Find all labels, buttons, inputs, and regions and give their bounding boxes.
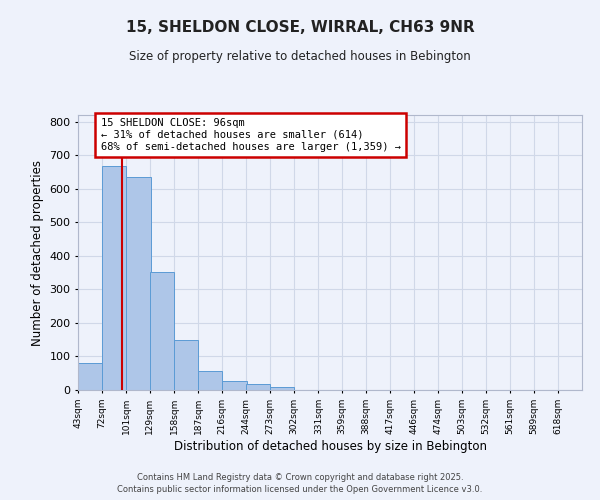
Bar <box>223 381 247 390</box>
X-axis label: Distribution of detached houses by size in Bebington: Distribution of detached houses by size … <box>173 440 487 452</box>
Text: Contains HM Land Registry data © Crown copyright and database right 2025.: Contains HM Land Registry data © Crown c… <box>137 473 463 482</box>
Text: 15, SHELDON CLOSE, WIRRAL, CH63 9NR: 15, SHELDON CLOSE, WIRRAL, CH63 9NR <box>125 20 475 35</box>
Bar <box>78 362 102 390</box>
Y-axis label: Number of detached properties: Number of detached properties <box>31 160 44 346</box>
Bar <box>270 388 294 390</box>
Text: Contains public sector information licensed under the Open Government Licence v3: Contains public sector information licen… <box>118 486 482 494</box>
Bar <box>102 166 127 390</box>
Text: Size of property relative to detached houses in Bebington: Size of property relative to detached ho… <box>129 50 471 63</box>
Bar <box>174 340 198 390</box>
Bar <box>246 384 270 390</box>
Text: 15 SHELDON CLOSE: 96sqm
← 31% of detached houses are smaller (614)
68% of semi-d: 15 SHELDON CLOSE: 96sqm ← 31% of detache… <box>101 118 401 152</box>
Bar <box>150 272 174 390</box>
Bar <box>127 177 151 390</box>
Bar <box>198 371 223 390</box>
